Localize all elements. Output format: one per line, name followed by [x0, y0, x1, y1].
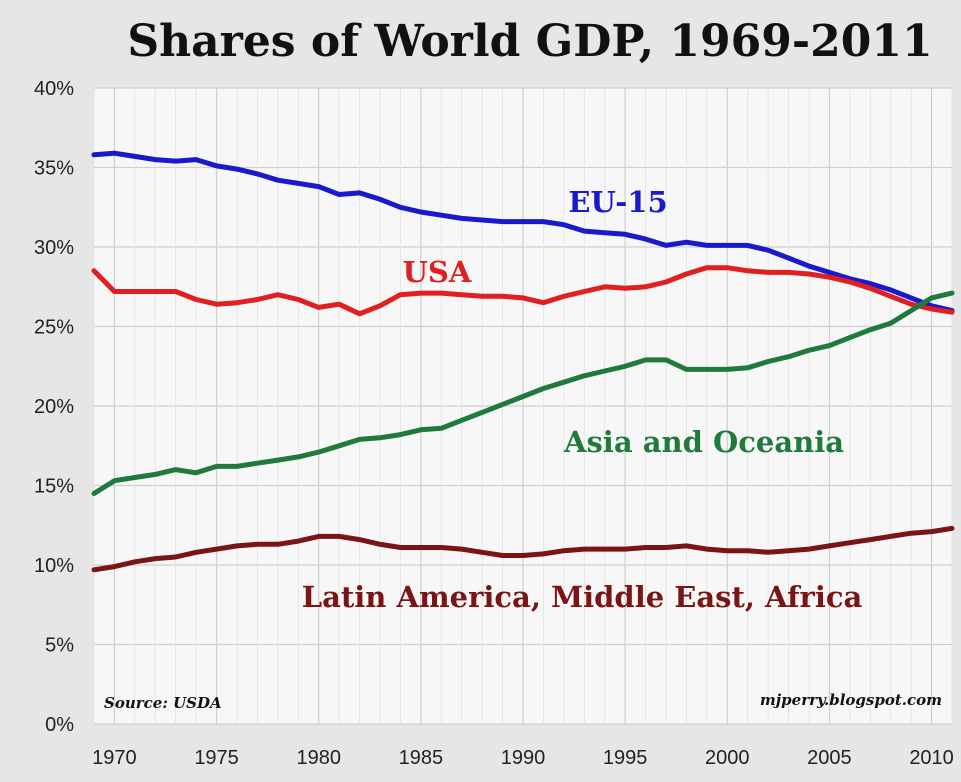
- y-axis-tick-labels: 0% 5% 10% 15% 20% 25% 30% 35% 40%: [34, 78, 74, 736]
- source-note: Source: USDA: [104, 694, 222, 712]
- x-tick-label: 2000: [705, 747, 750, 769]
- y-tick-label: 30%: [34, 237, 74, 259]
- y-tick-label: 35%: [34, 158, 74, 180]
- credit-note: mjperry.blogspot.com: [760, 691, 942, 709]
- y-tick-label: 40%: [34, 78, 74, 100]
- x-tick-label: 1990: [501, 747, 546, 769]
- x-tick-label: 1980: [296, 747, 341, 769]
- series-line-usa: [91, 265, 955, 317]
- series-label-usa: USA: [403, 255, 472, 289]
- x-tick-label: 1985: [399, 747, 444, 769]
- series-line-eu-15: [91, 150, 955, 314]
- chart-title: Shares of World GDP, 1969-2011: [127, 16, 932, 67]
- y-tick-label: 0%: [45, 714, 74, 736]
- y-tick-label: 20%: [34, 396, 74, 418]
- y-tick-label: 10%: [34, 555, 74, 577]
- series-label-asia-oceania: Asia and Oceania: [563, 425, 844, 459]
- series-lines: [91, 150, 955, 573]
- grid-lines: [93, 87, 953, 725]
- y-tick-label: 25%: [34, 317, 74, 339]
- y-tick-label: 5%: [45, 635, 74, 657]
- x-axis-tick-labels: 1970 1975 1980 1985 1990 1995 2000 2005 2010: [92, 747, 954, 769]
- y-tick-label: 15%: [34, 476, 74, 498]
- series-line-asia-and-oceania: [91, 290, 955, 496]
- x-tick-label: 2010: [909, 747, 954, 769]
- series-line-latin-america-middle-east-africa: [91, 525, 955, 573]
- x-tick-label: 1970: [92, 747, 137, 769]
- series-label-latin-america-me-africa: Latin America, Middle East, Africa: [302, 580, 863, 614]
- x-tick-label: 1995: [603, 747, 648, 769]
- series-label-eu15: EU-15: [568, 185, 667, 219]
- x-tick-label: 2005: [807, 747, 852, 769]
- x-tick-label: 1975: [194, 747, 239, 769]
